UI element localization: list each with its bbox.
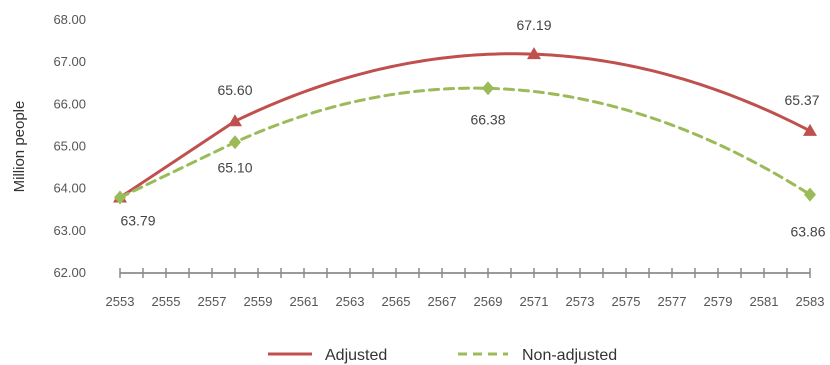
adjusted-data-label: 65.37 [784,92,819,108]
adjusted-marker [527,47,541,60]
adjusted-marker [803,123,817,136]
non-adjusted-data-label: 65.10 [217,159,252,175]
legend-adjusted-label: Adjusted [325,347,387,364]
x-tick-label: 2569 [474,294,503,309]
non-adjusted-marker [482,81,494,96]
adjusted-series-line [118,52,812,200]
y-tick-label: 67.00 [53,54,86,69]
x-tick-label: 2581 [750,294,779,309]
non-adjusted-marker [114,190,126,205]
y-tick-label: 64.00 [53,181,86,196]
y-tick-label: 62.00 [53,265,86,280]
y-tick-label: 63.00 [53,223,86,238]
shared-data-label: 63.79 [120,213,155,229]
x-tick-label: 2565 [382,294,411,309]
x-tick-label: 2575 [612,294,641,309]
non-adjusted-marker [229,135,241,150]
y-tick-label: 68.00 [53,12,86,27]
x-tick-label: 2577 [658,294,687,309]
non-adjusted-data-label: 63.86 [790,224,825,240]
adjusted-data-label: 65.60 [217,82,252,98]
adjusted-data-label: 67.19 [516,17,551,33]
x-tick-label: 2563 [336,294,365,309]
adjusted-marker [228,114,242,127]
x-tick-label: 2561 [290,294,319,309]
x-tick-label: 2557 [198,294,227,309]
x-tick-label: 2583 [796,294,825,309]
y-tick-label: 66.00 [53,96,86,111]
x-tick-label: 2555 [152,294,181,309]
legend-non-adjusted-label: Non-adjusted [522,347,617,364]
non-adjusted-data-label: 66.38 [470,111,505,127]
x-tick-label: 2573 [566,294,595,309]
y-axis-label: Million people [11,101,28,193]
x-tick-label: 2579 [704,294,733,309]
non-adjusted-series-line [118,86,812,200]
x-tick-label: 2559 [244,294,273,309]
y-tick-label: 65.00 [53,139,86,154]
non-adjusted-marker [804,187,816,202]
x-tick-label: 2553 [106,294,135,309]
x-tick-label: 2567 [428,294,457,309]
x-tick-label: 2571 [520,294,549,309]
